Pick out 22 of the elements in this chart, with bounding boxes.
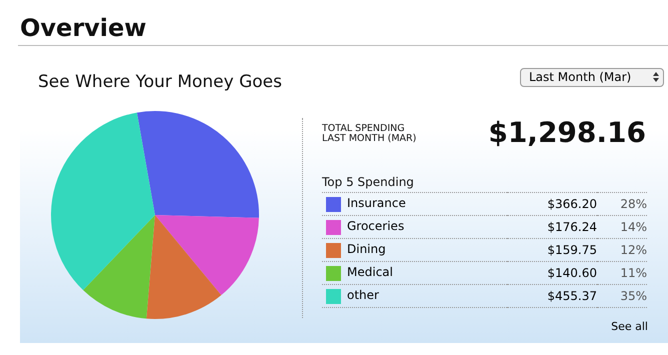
text: 11% [620, 266, 647, 280]
text: 14% [620, 220, 647, 234]
legend-label: Medical [347, 265, 393, 280]
legend-label: other [347, 288, 379, 302]
text: See all [611, 320, 648, 333]
legend-label: Groceries [347, 219, 404, 234]
text: 35% [620, 289, 647, 303]
legend-label: Insurance [347, 196, 406, 210]
data-label: $140.60 [507, 262, 597, 284]
text: TOTAL SPENDING LAST MONTH (MAR) [322, 123, 416, 144]
chart-title: Overview [20, 14, 146, 42]
text: Last Month (Mar) [529, 70, 632, 84]
legend-title: Top 5 Spending [322, 175, 414, 189]
data-label: $176.24 [507, 216, 597, 238]
data-label: $366.20 [507, 192, 597, 216]
data-label: $455.37 [507, 284, 597, 308]
data-label: $159.75 [507, 238, 597, 262]
text: $1,298.16 [488, 116, 646, 149]
legend-label: Dining [347, 242, 386, 256]
text: 12% [620, 243, 647, 257]
chart-subtitle: See Where Your Money Goes [38, 72, 282, 92]
text: 28% [620, 197, 647, 211]
